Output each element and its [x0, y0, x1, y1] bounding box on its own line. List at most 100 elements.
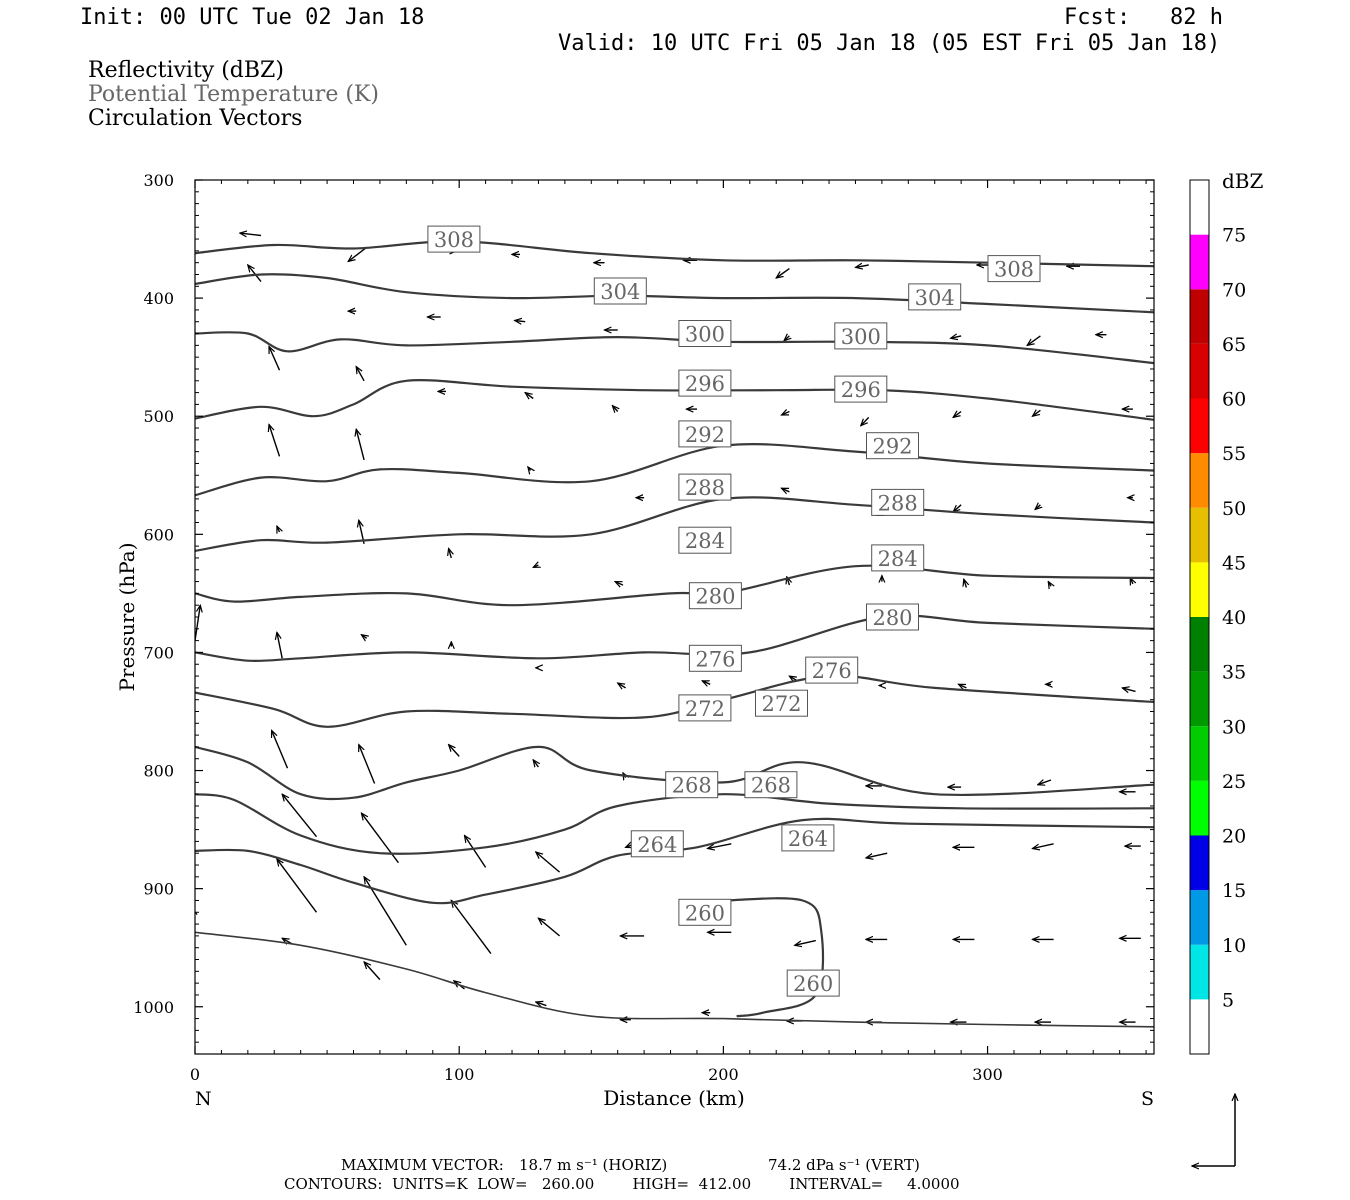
circulation-vector — [536, 1002, 547, 1006]
circulation-vector — [269, 425, 281, 457]
colorbar-bin — [1190, 180, 1209, 235]
circulation-vector — [528, 467, 531, 471]
svg-text:272: 272 — [685, 697, 725, 721]
colorbar-bin — [1190, 617, 1209, 672]
circulation-vector — [276, 526, 280, 532]
svg-text:308: 308 — [434, 228, 474, 252]
circulation-vector — [248, 265, 262, 283]
circulation-vector — [1033, 410, 1041, 416]
y-tick-label: 500 — [143, 407, 174, 426]
init-time: Init: 00 UTC Tue 02 Jan 18 — [80, 5, 425, 30]
svg-text:264: 264 — [637, 833, 677, 857]
colorbar-unit: dBZ — [1222, 169, 1264, 193]
colorbar-frame — [1189, 179, 1210, 1055]
circulation-vector — [702, 680, 711, 685]
y-tick-label: 1000 — [133, 998, 174, 1017]
colorbar-bin — [1190, 671, 1209, 727]
circulation-vector — [359, 745, 376, 784]
colorbar-label: 65 — [1222, 334, 1246, 356]
y-tick-label: 300 — [143, 171, 174, 190]
svg-text:304: 304 — [915, 286, 955, 310]
colorbar-bin — [1190, 562, 1209, 617]
colorbar-bin — [1190, 453, 1209, 508]
contour-label: 264 — [781, 824, 835, 852]
circulation-vector — [348, 246, 368, 261]
svg-text:292: 292 — [685, 423, 725, 447]
colorbar-label: 45 — [1222, 552, 1246, 574]
contour-label: 284 — [678, 526, 732, 554]
circulation-vector — [618, 683, 626, 688]
contour-label: 300 — [678, 320, 732, 347]
circulation-vector — [964, 579, 967, 588]
theta-contour-308 — [195, 240, 1154, 268]
svg-text:296: 296 — [685, 372, 725, 396]
circulation-vector — [356, 429, 365, 461]
theta-contour-280 — [195, 614, 1154, 663]
x-axis-title: Distance (km) — [603, 1086, 745, 1110]
contour-label: 264 — [630, 830, 684, 858]
circulation-vector — [533, 760, 538, 767]
theta-contour-300 — [195, 331, 1154, 365]
circulation-vector — [449, 745, 460, 757]
contour-label: 276 — [805, 656, 859, 684]
svg-text:292: 292 — [872, 435, 912, 459]
svg-text:288: 288 — [878, 491, 918, 515]
contour-label: 268 — [744, 771, 798, 799]
circulation-vector — [1035, 505, 1040, 510]
plot-frame — [194, 179, 1155, 1055]
dbz-colorbar: 5 10 15 20 25 30 35 40 45 50 55 60 65 70 75 — [1189, 179, 1246, 1055]
svg-text:276: 276 — [695, 647, 735, 671]
colorbar-bin — [1190, 890, 1209, 945]
circulation-vector — [782, 487, 790, 492]
colorbar-label: 40 — [1222, 607, 1246, 629]
max-vector-horiz: 18.7 m s⁻¹ (HORIZ) — [519, 1156, 668, 1174]
theta-contour-260 — [723, 897, 825, 1018]
theta-contour-276 — [195, 674, 1154, 728]
circulation-vector — [951, 336, 962, 338]
theta-contour-288 — [195, 496, 1154, 552]
contour-label: 280 — [866, 603, 919, 631]
circulation-vector — [240, 233, 262, 235]
contour-label: 296 — [834, 375, 888, 403]
svg-text:272: 272 — [761, 692, 801, 716]
x-tick-label: 300 — [972, 1065, 1003, 1084]
colorbar-label: 5 — [1222, 989, 1234, 1011]
svg-text:300: 300 — [685, 323, 725, 347]
valid-time: Valid: 10 UTC Fri 05 Jan 18 (05 EST Fri … — [558, 31, 1221, 56]
colorbar-label: 70 — [1222, 279, 1246, 301]
max-vector-label: MAXIMUM VECTOR: — [341, 1156, 504, 1174]
contour-label: 272 — [755, 689, 808, 717]
svg-text:260: 260 — [685, 901, 725, 925]
svg-text:300: 300 — [841, 325, 881, 349]
circulation-vector — [277, 632, 283, 659]
x-tick-label: 0 — [190, 1065, 200, 1084]
colorbar-label: 30 — [1222, 716, 1246, 738]
circulation-vector — [782, 412, 790, 416]
theta-contour-292 — [195, 443, 1154, 497]
circulation-vector — [272, 730, 289, 769]
svg-text:296: 296 — [841, 378, 881, 402]
reflectivity-title: Reflectivity (dBZ) — [88, 58, 284, 83]
circulation-vector — [465, 836, 487, 868]
contour-label: 292 — [678, 420, 732, 448]
circulation-vector — [784, 336, 789, 341]
colorbar-label: 15 — [1222, 880, 1246, 902]
colorbar-bin — [1190, 726, 1209, 781]
colorbar-bin — [1190, 999, 1209, 1054]
contour-label: 300 — [834, 322, 888, 350]
colorbar-label: 10 — [1222, 935, 1246, 957]
circulation-vector — [612, 406, 617, 412]
y-tick-label: 600 — [143, 525, 174, 544]
contour-label: 288 — [678, 473, 732, 501]
svg-text:260: 260 — [793, 972, 833, 996]
circulation-vector — [1038, 780, 1052, 785]
colorbar-bin — [1190, 944, 1209, 1000]
colorbar-bin — [1190, 234, 1209, 290]
contour-label: 292 — [866, 432, 919, 460]
contour-label: 260 — [678, 898, 732, 926]
colorbar-bin — [1190, 835, 1209, 891]
contour-label: 280 — [688, 582, 742, 610]
colorbar-bin — [1190, 343, 1209, 399]
colorbar-label: 55 — [1222, 443, 1246, 465]
circulation-vector — [776, 268, 790, 278]
